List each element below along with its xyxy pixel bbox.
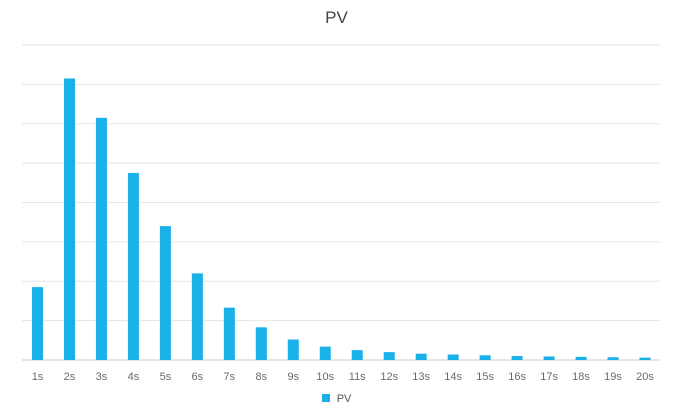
bar-9s[interactable] xyxy=(287,339,299,360)
gridlines xyxy=(22,44,660,361)
x-tick-label: 8s xyxy=(256,371,268,383)
bar-2s[interactable] xyxy=(63,78,75,360)
x-tick-label: 6s xyxy=(192,371,204,383)
x-tick-label: 2s xyxy=(64,371,76,383)
bar-7s[interactable] xyxy=(223,307,235,360)
bar-17s[interactable] xyxy=(543,356,555,360)
x-tick-label: 11s xyxy=(349,371,366,383)
x-tick-label: 9s xyxy=(287,371,299,383)
x-tick-label: 1s xyxy=(32,371,44,383)
bar-6s[interactable] xyxy=(191,273,203,360)
x-tick-label: 17s xyxy=(540,371,558,383)
x-tick-label: 15s xyxy=(476,371,494,383)
bar-3s[interactable] xyxy=(95,117,107,360)
bar-5s[interactable] xyxy=(159,226,171,360)
x-tick-label: 12s xyxy=(380,371,398,383)
x-tick-label: 19s xyxy=(604,371,622,383)
chart-title: PV xyxy=(325,8,348,27)
x-tick-label: 5s xyxy=(160,371,172,383)
bar-4s[interactable] xyxy=(127,172,139,360)
legend-swatch xyxy=(321,394,330,402)
bars xyxy=(32,78,651,360)
bar-12s[interactable] xyxy=(383,352,395,360)
legend[interactable]: PV xyxy=(0,393,673,405)
x-tick-label: 3s xyxy=(96,371,108,383)
x-tick-label: 7s xyxy=(224,371,236,383)
bar-18s[interactable] xyxy=(575,356,587,360)
bar-16s[interactable] xyxy=(511,356,523,360)
bar-10s[interactable] xyxy=(319,346,331,360)
bar-15s[interactable] xyxy=(479,355,491,360)
x-tick-label: 4s xyxy=(128,371,140,383)
x-tick-label: 20s xyxy=(636,371,654,383)
x-tick-label: 16s xyxy=(508,371,526,383)
legend-label: PV xyxy=(336,393,352,405)
bar-11s[interactable] xyxy=(351,350,363,360)
x-tick-label: 14s xyxy=(444,371,462,383)
bar-13s[interactable] xyxy=(415,353,427,360)
x-tick-label: 10s xyxy=(316,371,334,383)
bar-14s[interactable] xyxy=(447,354,459,360)
bar-20s[interactable] xyxy=(639,357,651,360)
bar-19s[interactable] xyxy=(607,357,619,360)
x-tick-labels: 1s 2s 3s 4s 5s 6s 7s 8s 9s 10s 11s 12s 13s 14s 15s 16s 1… xyxy=(32,371,655,383)
bar-8s[interactable] xyxy=(255,327,267,360)
bar-1s[interactable] xyxy=(32,287,43,360)
x-tick-label: 18s xyxy=(572,371,590,383)
x-tick-label: 13s xyxy=(412,371,430,383)
